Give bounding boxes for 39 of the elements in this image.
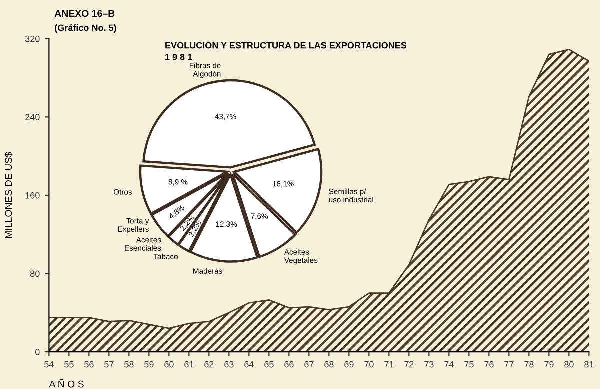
chart-title: ANEXO 16–B — [54, 10, 115, 18]
x-tick-label: 61 — [184, 361, 194, 368]
chart-subtitle: (Gráfico No. 5) — [55, 24, 116, 33]
x-tick-label: 62 — [204, 361, 214, 368]
x-tick-label: 55 — [64, 361, 74, 368]
x-tick-label: 80 — [564, 361, 574, 368]
x-tick-label: 75 — [464, 361, 474, 368]
x-tick-label: 54 — [44, 361, 54, 368]
y-tick-label: 80 — [30, 270, 40, 278]
x-tick-label: 66 — [284, 361, 294, 368]
x-tick-label: 79 — [544, 361, 554, 368]
x-tick-label: 70 — [364, 361, 374, 368]
x-tick-label: 59 — [144, 361, 154, 368]
x-tick-label: 74 — [444, 361, 454, 368]
x-tick-label: 65 — [264, 361, 274, 368]
chart-title: EVOLUCION Y ESTRUCTURA DE LAS EXPORTACIONES — [166, 42, 407, 49]
x-tick-label: 56 — [84, 361, 94, 368]
x-tick-label: 77 — [504, 361, 514, 368]
y-tick-label: 240 — [26, 114, 40, 121]
x-tick-label: 64 — [244, 361, 254, 368]
x-tick-label: 71 — [384, 361, 394, 368]
x-tick-label: 78 — [524, 361, 534, 368]
x-tick-label: 72 — [404, 361, 414, 368]
x-tick-label: 57 — [104, 361, 114, 368]
x-tick-label: 67 — [304, 361, 314, 368]
x-tick-label: 58 — [124, 361, 134, 368]
x-tick-label: 68 — [324, 361, 334, 368]
x-tick-label: 60 — [164, 361, 174, 368]
x-tick-label: 63 — [224, 361, 234, 368]
x-tick-label: 76 — [484, 361, 494, 368]
y-tick-label: 0 — [36, 349, 40, 356]
y-tick-label: 160 — [26, 192, 40, 199]
x-axis-title: A Ñ O S — [49, 379, 84, 388]
x-tick-label: 73 — [424, 361, 434, 368]
chart-subtitle: 1 9 8 1 — [166, 54, 192, 60]
x-tick-label: 81 — [584, 361, 594, 368]
x-tick-label: 69 — [344, 361, 354, 368]
y-axis-title: MILLONES DE US$ — [4, 152, 13, 238]
y-tick-label: 320 — [25, 36, 40, 42]
